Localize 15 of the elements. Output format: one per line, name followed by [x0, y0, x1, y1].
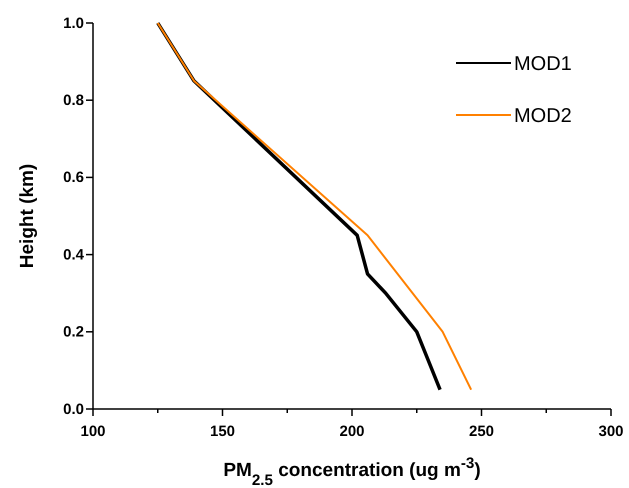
y-tick-label: 0.2 — [63, 324, 84, 341]
x-tick-label: 200 — [339, 423, 365, 440]
legend-label: MOD1 — [514, 53, 572, 75]
x-axis-title: PM$_{2.5}$ concentration (ug m$^{-3}$) — [223, 454, 481, 488]
y-tick-label: 0.0 — [63, 400, 84, 418]
y-tick-label: 0.4 — [63, 246, 85, 264]
x-tick-label: 150 — [210, 423, 236, 440]
x-tick-label: 300 — [598, 423, 624, 440]
y-tick-label: 0.6 — [63, 169, 84, 186]
legend-label: MOD2 — [514, 105, 572, 127]
x-tick-label: 100 — [80, 423, 106, 440]
x-tick-label: 250 — [468, 423, 494, 440]
y-tick-label: 1.0 — [63, 14, 84, 32]
y-axis-title: Height (km) — [17, 164, 38, 268]
y-tick-label: 0.8 — [63, 92, 84, 109]
